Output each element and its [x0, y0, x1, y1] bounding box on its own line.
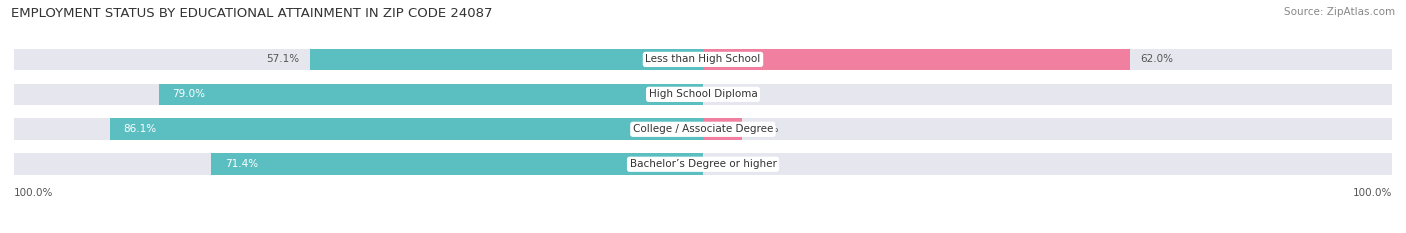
Text: 100.0%: 100.0% [1353, 188, 1392, 198]
Text: Source: ZipAtlas.com: Source: ZipAtlas.com [1284, 7, 1395, 17]
Text: 57.1%: 57.1% [266, 55, 299, 64]
Text: High School Diploma: High School Diploma [648, 89, 758, 99]
Text: Bachelor’s Degree or higher: Bachelor’s Degree or higher [630, 159, 776, 169]
Text: 5.7%: 5.7% [752, 124, 779, 134]
Bar [703, 118, 1392, 140]
Bar [14, 154, 703, 175]
Bar [309, 49, 703, 70]
Bar [110, 118, 703, 140]
Bar [211, 154, 703, 175]
Bar [703, 49, 1392, 70]
Bar [14, 118, 703, 140]
Bar [14, 84, 703, 105]
Text: 0.0%: 0.0% [713, 159, 740, 169]
Text: College / Associate Degree: College / Associate Degree [633, 124, 773, 134]
Text: 79.0%: 79.0% [173, 89, 205, 99]
Bar [703, 49, 1130, 70]
Text: 0.0%: 0.0% [713, 89, 740, 99]
Bar [14, 49, 703, 70]
Bar [703, 84, 1392, 105]
Text: Less than High School: Less than High School [645, 55, 761, 64]
Bar [703, 118, 742, 140]
Text: 71.4%: 71.4% [225, 159, 257, 169]
Text: EMPLOYMENT STATUS BY EDUCATIONAL ATTAINMENT IN ZIP CODE 24087: EMPLOYMENT STATUS BY EDUCATIONAL ATTAINM… [11, 7, 492, 20]
Bar [159, 84, 703, 105]
Text: 100.0%: 100.0% [14, 188, 53, 198]
Text: 62.0%: 62.0% [1140, 55, 1174, 64]
Text: 86.1%: 86.1% [124, 124, 156, 134]
Bar [703, 154, 1392, 175]
